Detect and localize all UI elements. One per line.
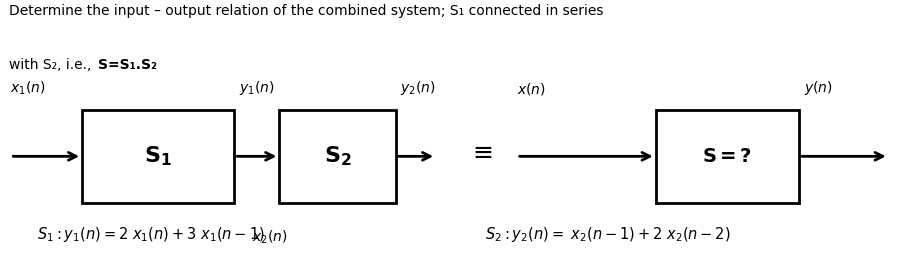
Text: $S_1 : y_1(n) = 2\ x_1(n) + 3\ x_1(n-1)$: $S_1 : y_1(n) = 2\ x_1(n) + 3\ x_1(n-1)$ bbox=[37, 225, 265, 244]
Text: $\mathit{y_2(n)}$: $\mathit{y_2(n)}$ bbox=[400, 79, 436, 97]
Text: $\mathit{x(n)}$: $\mathit{x(n)}$ bbox=[517, 81, 546, 97]
Text: with S₂, i.e.,: with S₂, i.e., bbox=[9, 58, 95, 72]
Text: $\equiv$: $\equiv$ bbox=[468, 139, 494, 163]
Text: $\mathit{x_1(n)}$: $\mathit{x_1(n)}$ bbox=[11, 80, 46, 97]
Text: Determine the input – output relation of the combined system; S₁ connected in se: Determine the input – output relation of… bbox=[9, 4, 603, 18]
FancyBboxPatch shape bbox=[280, 110, 396, 203]
Text: $S_2 : y_2(n) =\ x_2(n-1) + 2\ x_2(n-2)$: $S_2 : y_2(n) =\ x_2(n-1) + 2\ x_2(n-2)$ bbox=[485, 225, 731, 244]
Text: $\mathbf{S_1}$: $\mathbf{S_1}$ bbox=[145, 145, 172, 168]
FancyBboxPatch shape bbox=[655, 110, 799, 203]
Text: $\mathbf{S_2}$: $\mathbf{S_2}$ bbox=[324, 145, 352, 168]
FancyBboxPatch shape bbox=[82, 110, 235, 203]
Text: $\mathit{y_1(n)}$: $\mathit{y_1(n)}$ bbox=[239, 79, 274, 97]
Text: $\mathbf{S= ?}$: $\mathbf{S= ?}$ bbox=[702, 147, 752, 166]
Text: $\mathit{y(n)}$: $\mathit{y(n)}$ bbox=[804, 79, 832, 97]
Text: $\mathit{x_2(n)}$: $\mathit{x_2(n)}$ bbox=[253, 229, 288, 246]
Text: S=S₁.S₂: S=S₁.S₂ bbox=[98, 58, 157, 72]
